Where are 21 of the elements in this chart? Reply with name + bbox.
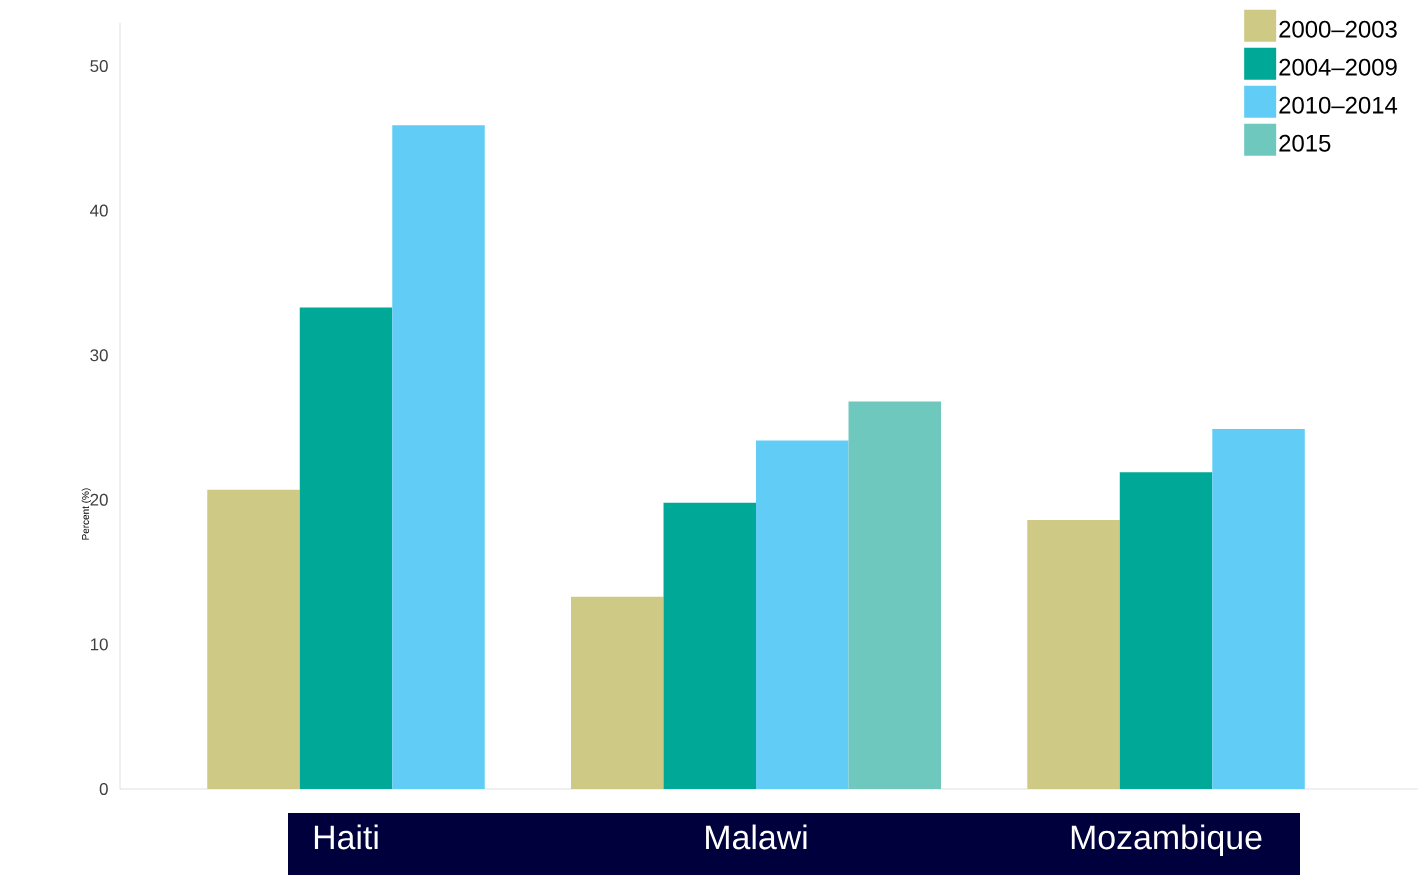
y-tick-label: 0 — [99, 783, 108, 795]
legend-label: 2015 — [1279, 134, 1331, 152]
y-tick-label: 50 — [90, 59, 108, 72]
x-tick-label: Mozambique — [1071, 824, 1262, 857]
y-tick-label: 10 — [90, 638, 108, 651]
bar — [207, 489, 300, 789]
bar — [1119, 472, 1213, 789]
bar — [1212, 428, 1305, 789]
bar — [848, 401, 942, 789]
bar — [392, 125, 485, 789]
bar — [299, 307, 393, 789]
x-tick-label: Malawi — [706, 824, 807, 850]
legend-label: 2004–2009 — [1279, 58, 1397, 76]
legend-label: 2010–2014 — [1279, 96, 1398, 114]
y-tick-label: 40 — [90, 204, 108, 217]
y-axis-title: Percent (%) — [81, 488, 91, 540]
x-tick-label: Haiti — [314, 824, 378, 850]
y-tick-label: 30 — [90, 349, 108, 362]
legend-label: 2000–2003 — [1279, 20, 1397, 38]
bar — [1027, 520, 1120, 789]
y-tick-label: 20 — [90, 493, 108, 506]
